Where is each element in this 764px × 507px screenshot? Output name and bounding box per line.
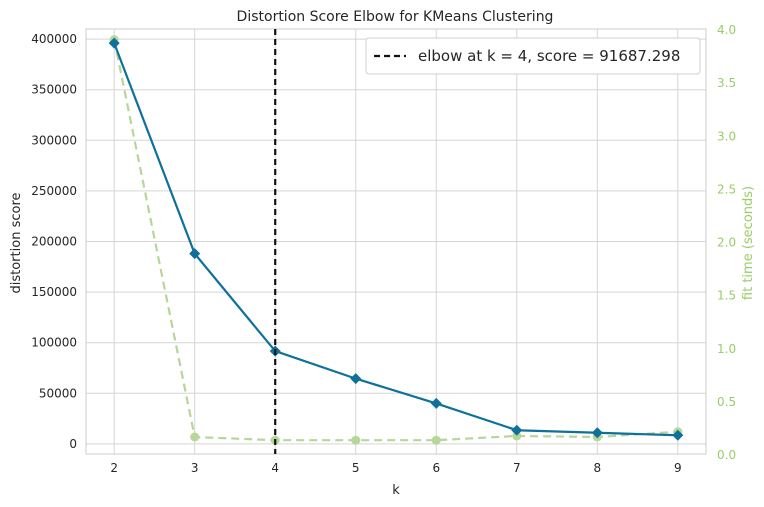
y2-tick-label: 1.5	[717, 289, 736, 303]
series-layer	[108, 29, 684, 454]
fit-time-line	[113, 39, 678, 442]
x-tick-label: 7	[513, 461, 521, 475]
y2-tick-label: 3.0	[717, 129, 736, 143]
y-tick-label: 350000	[31, 83, 77, 97]
fit-time-point	[431, 435, 441, 445]
distortion-point	[350, 373, 362, 385]
y2-tick-label: 4.0	[717, 23, 736, 37]
fit-time-point	[190, 432, 200, 442]
y-tick-label: 200000	[31, 235, 77, 249]
distortion-point	[189, 248, 201, 260]
fit-time-point	[351, 435, 361, 445]
fit-time-point	[512, 431, 522, 441]
legend: elbow at k = 4, score = 91687.298	[365, 37, 701, 75]
y-tick-label: 50000	[39, 386, 77, 400]
distortion-point	[511, 424, 523, 436]
y-tick-label: 100000	[31, 336, 77, 350]
legend-box	[365, 37, 701, 75]
y2-tick-label: 2.0	[717, 236, 736, 250]
y2-tick-label: 3.5	[717, 76, 736, 90]
x-tick-label: 9	[674, 461, 682, 475]
y2-axis-title: fit time (seconds)	[741, 186, 756, 300]
distortion-point	[430, 397, 442, 409]
y-tick-label: 300000	[31, 133, 77, 147]
y2-tick-label: 1.0	[717, 342, 736, 356]
x-tick-label: 4	[271, 461, 279, 475]
y-tick-label: 0	[69, 437, 77, 451]
x-tick-label: 5	[352, 461, 360, 475]
chart-title: Distortion Score Elbow for KMeans Cluste…	[237, 9, 554, 25]
y-tick-label: 250000	[31, 184, 77, 198]
y-tick-label: 400000	[31, 32, 77, 46]
tick-labels: 2 3 4 5 6 7 8 9 0 50000 100000 150000 200000 250000 30…	[31, 23, 736, 475]
distortion-point	[591, 427, 603, 439]
legend-elbow-label: elbow at k = 4, score = 91687.298	[418, 47, 680, 65]
y2-tick-label: 0.5	[717, 395, 736, 409]
y2-tick-label: 2.5	[717, 182, 736, 196]
x-tick-label: 3	[191, 461, 199, 475]
x-tick-label: 6	[432, 461, 440, 475]
y-tick-label: 150000	[31, 285, 77, 299]
x-tick-label: 2	[110, 461, 118, 475]
y-axis-title: distortion score	[9, 193, 24, 294]
distortion-point	[672, 429, 684, 441]
distortion-point	[108, 37, 120, 49]
x-axis-title: k	[392, 483, 400, 498]
x-tick-label: 8	[593, 461, 601, 475]
y2-tick-label: 0.0	[717, 448, 736, 462]
distortion-line	[113, 42, 678, 437]
